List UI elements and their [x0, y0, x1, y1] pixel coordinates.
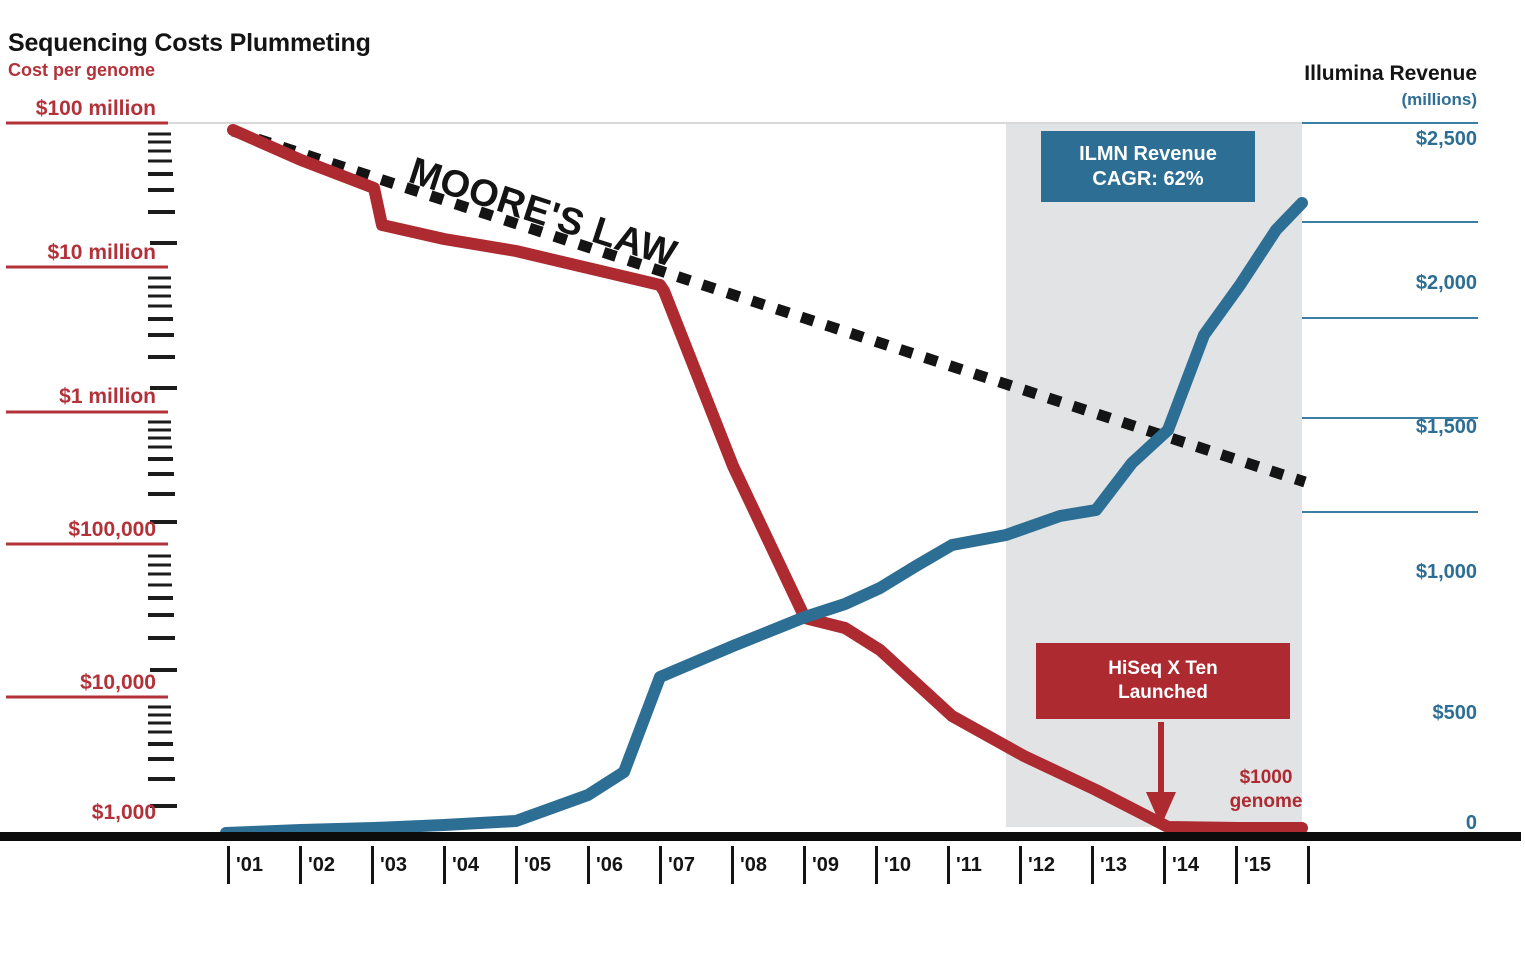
x-label-03: '03 — [380, 854, 408, 876]
left-tick-100k: $100,000 — [68, 518, 156, 541]
x-label-14: '14 — [1172, 854, 1200, 876]
x-tick — [1019, 846, 1022, 884]
right-tick-1500: $1,500 — [1415, 416, 1477, 438]
x-label-09: '09 — [812, 854, 840, 876]
x-tick — [299, 846, 302, 884]
thousand-dollar-genome-note: $1000 genome — [1229, 767, 1303, 812]
hiseq-launch-callout: HiSeq X Ten Launched — [1036, 643, 1290, 719]
left-tick-10m: $10 million — [47, 241, 156, 264]
x-tick — [587, 846, 590, 884]
x-label-05: '05 — [524, 854, 552, 876]
cost-per-genome-line — [227, 124, 1308, 834]
moores-law-line — [231, 125, 1307, 488]
x-tick — [1307, 846, 1310, 884]
right-gridlines — [1302, 122, 1478, 513]
x-tick — [1163, 846, 1166, 884]
x-tick — [947, 846, 950, 884]
x-tick — [1235, 846, 1238, 884]
x-label-08: '08 — [740, 854, 768, 876]
left-tick-1m: $1 million — [59, 385, 156, 408]
page-title: Sequencing Costs Plummeting — [8, 29, 371, 57]
left-gridlines — [6, 121, 168, 699]
x-tick — [731, 846, 734, 884]
left-tick-10k: $10,000 — [80, 671, 156, 694]
x-label-07: '07 — [668, 854, 696, 876]
x-label-13: '13 — [1100, 854, 1128, 876]
right-tick-2500: $2,500 — [1415, 128, 1477, 150]
illumina-revenue-line — [220, 197, 1308, 839]
right-tick-1000: $1,000 — [1415, 561, 1477, 583]
left-minor-ticks — [148, 132, 177, 808]
x-label-15: '15 — [1244, 854, 1272, 876]
right-tick-500: $500 — [1432, 702, 1478, 724]
x-label-04: '04 — [452, 854, 480, 876]
x-label-01: '01 — [236, 854, 264, 876]
x-label-11: '11 — [956, 854, 982, 876]
x-tick — [227, 846, 230, 884]
hiseq-arrow-icon — [1146, 722, 1176, 826]
right-axis-units: (millions) — [1401, 90, 1477, 109]
x-tick — [875, 846, 878, 884]
x-tick — [803, 846, 806, 884]
left-axis-title: Cost per genome — [8, 60, 156, 80]
right-tick-2000: $2,000 — [1415, 272, 1477, 294]
x-label-12: '12 — [1028, 854, 1056, 876]
x-label-10: '10 — [884, 854, 912, 876]
right-axis-title: Illumina Revenue — [1304, 62, 1477, 85]
x-tick — [443, 846, 446, 884]
x-tick — [371, 846, 374, 884]
x-label-06: '06 — [596, 854, 624, 876]
x-tick — [515, 846, 518, 884]
x-label-02: '02 — [308, 854, 336, 876]
right-tick-0: 0 — [1465, 812, 1477, 834]
x-tick — [1091, 846, 1094, 884]
highlight-band — [1006, 123, 1302, 827]
ilmn-cagr-callout: ILMN Revenue CAGR: 62% — [1041, 131, 1255, 202]
x-tick — [659, 846, 662, 884]
x-axis-baseline — [0, 832, 1521, 841]
left-tick-100m: $100 million — [35, 97, 156, 120]
left-tick-1k: $1,000 — [91, 801, 156, 824]
